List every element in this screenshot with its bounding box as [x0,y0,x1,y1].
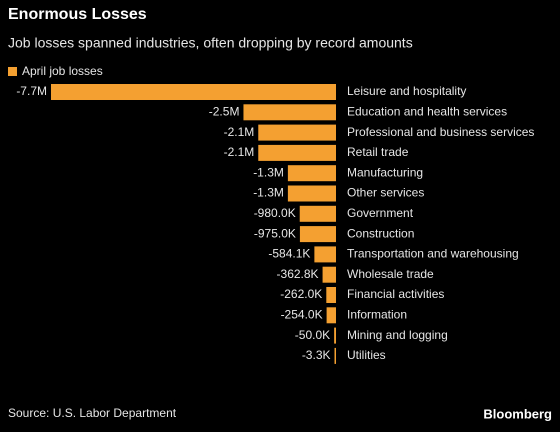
value-label: -1.3M [253,186,284,200]
category-label: Leisure and hospitality [347,84,466,98]
legend-label: April job losses [22,64,103,78]
bar [258,144,336,161]
bar [299,226,336,243]
value-label: -1.3M [253,165,284,179]
bar [334,347,336,364]
value-label: -7.7M [16,84,47,98]
value-label: -2.1M [224,125,255,139]
bar [243,104,336,121]
category-label: Information [347,307,407,321]
category-label: Transportation and warehousing [347,247,519,261]
bar [314,246,336,263]
chart-title: Enormous Losses [8,6,147,23]
category-label: Education and health services [347,104,507,118]
bar [258,124,336,141]
category-label: Wholesale trade [347,267,434,281]
category-label: Construction [347,226,414,240]
value-label: -980.0K [254,206,296,220]
legend-swatch [8,67,17,76]
bar [326,307,336,324]
value-label: -362.8K [277,267,319,281]
bar [299,205,336,222]
bar [322,266,336,283]
value-label: -254.0K [281,307,323,321]
bar [334,327,336,344]
bar [51,84,336,100]
value-label: -584.1K [268,247,310,261]
chart-subtitle: Job losses spanned industries, often dro… [8,35,413,51]
category-label: Other services [347,186,424,200]
value-label: -262.0K [280,287,322,301]
category-label: Mining and logging [347,328,448,342]
value-label: -975.0K [254,226,296,240]
category-label: Financial activities [347,287,444,301]
value-label: -50.0K [295,328,330,342]
bar [326,287,336,303]
value-label: -3.3K [302,348,331,362]
category-label: Government [347,206,414,220]
value-label: -2.1M [224,145,255,159]
value-label: -2.5M [209,104,240,118]
brand: Bloomberg [483,406,552,421]
category-label: Retail trade [347,145,409,159]
category-label: Professional and business services [347,125,534,139]
bar [287,185,336,202]
source: Source: U.S. Labor Department [8,406,177,420]
category-label: Utilities [347,348,386,362]
bar [287,165,336,182]
category-label: Manufacturing [347,165,423,179]
